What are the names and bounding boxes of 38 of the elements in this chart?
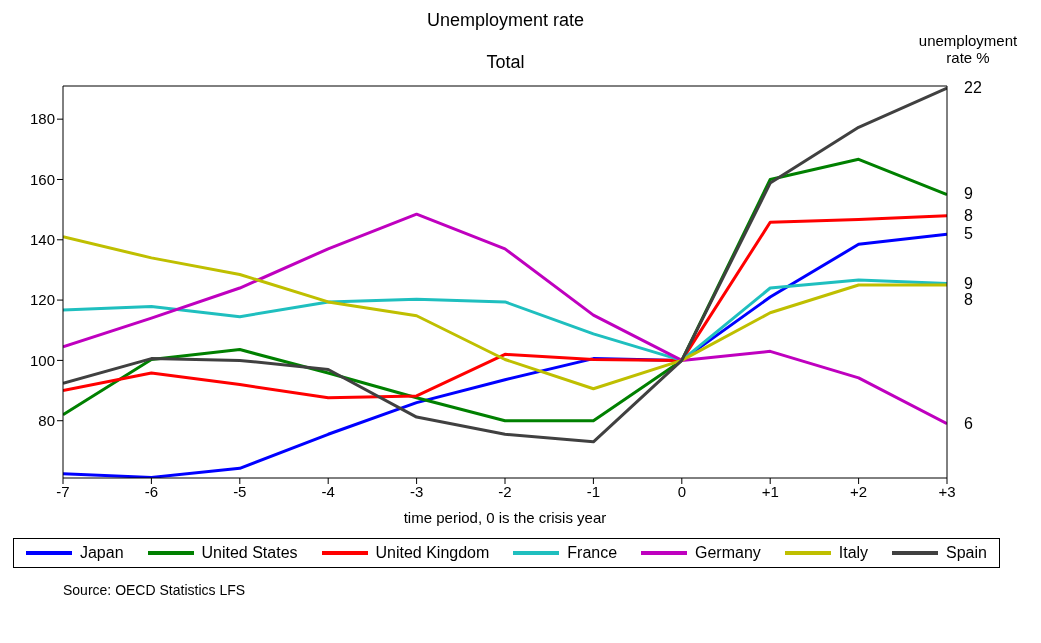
y-tick-label: 160 bbox=[29, 170, 55, 188]
legend-label: France bbox=[566, 544, 618, 562]
text: 6 bbox=[964, 415, 973, 433]
chart-title: Unemployment rate bbox=[425, 10, 586, 31]
legend-label: United States bbox=[200, 544, 298, 562]
text: 22 bbox=[964, 78, 982, 96]
y-tick-label: 120 bbox=[29, 291, 55, 309]
y-tick-label: 80 bbox=[38, 412, 55, 430]
y2-axis-title: unemployment rate % bbox=[918, 32, 1018, 66]
y-tick-label: 140 bbox=[29, 231, 55, 249]
x-tick-label: 0 bbox=[677, 482, 686, 500]
text: 8 bbox=[964, 206, 973, 224]
legend-label: United Kingdom bbox=[374, 544, 490, 562]
legend-label: Italy bbox=[837, 544, 869, 562]
x-tick-label: -4 bbox=[321, 482, 335, 500]
x-tick-label: -7 bbox=[56, 482, 70, 500]
legend-label: Spain bbox=[945, 544, 987, 562]
text: 9 bbox=[964, 185, 973, 203]
text: 5 bbox=[964, 225, 973, 243]
line-series bbox=[63, 278, 947, 362]
legend-label: Germany bbox=[694, 544, 761, 562]
x-tick-label: -1 bbox=[586, 482, 601, 500]
legend-label: Japan bbox=[78, 544, 124, 562]
chart-subtitle: Total bbox=[485, 52, 526, 73]
x-tick-label: -2 bbox=[498, 482, 512, 500]
line-series bbox=[63, 235, 947, 391]
text: 9 bbox=[964, 274, 973, 292]
x-tick-label: -6 bbox=[144, 482, 159, 500]
text: 8 bbox=[964, 290, 973, 308]
x-tick-label: +3 bbox=[938, 482, 956, 500]
x-tick-label: +1 bbox=[761, 482, 779, 500]
x-tick-label: -5 bbox=[233, 482, 247, 500]
x-axis-title: time period, 0 is the crisis year bbox=[403, 509, 607, 526]
source-note: Source: OECD Statistics LFS bbox=[63, 582, 247, 598]
x-tick-label: -3 bbox=[409, 482, 424, 500]
y-tick-label: 100 bbox=[29, 351, 55, 369]
y-tick-label: 180 bbox=[29, 110, 55, 128]
x-tick-label: +2 bbox=[850, 482, 868, 500]
